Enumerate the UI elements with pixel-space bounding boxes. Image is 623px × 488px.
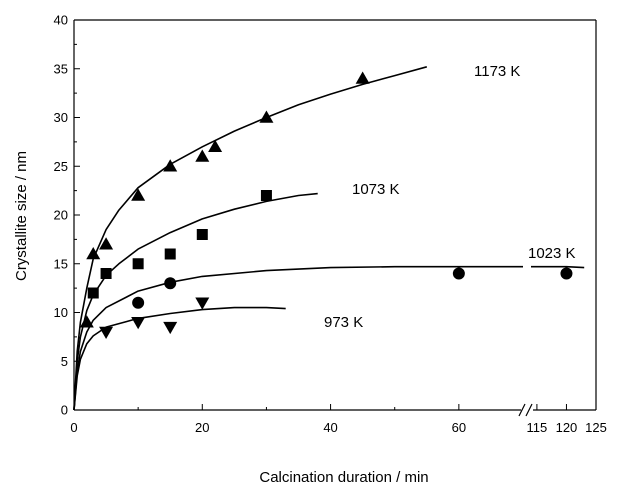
fit-curve-973k: [73, 306, 286, 411]
data-point-1173k: [79, 315, 94, 328]
axis-break-mark: [518, 403, 526, 417]
data-point-1023k: [560, 267, 573, 280]
data-point-1023k: [452, 267, 465, 280]
x-tick-label: 115: [527, 420, 548, 435]
fit-curve-1173k: [73, 66, 428, 411]
series-label-1173k: 1173 K: [474, 63, 520, 80]
series-label-1023k: 1023 K: [528, 245, 576, 262]
y-axis-title: Crystallite size / nm: [13, 151, 30, 281]
y-tick-label: 20: [54, 208, 68, 223]
y-tick-label: 25: [54, 159, 68, 174]
data-point-1173k: [208, 139, 223, 152]
data-point-1073k: [87, 287, 99, 299]
fit-curve-1023k: [73, 265, 523, 411]
y-tick-label: 30: [54, 110, 68, 125]
x-axis-title: Calcination duration / min: [259, 469, 428, 486]
x-tick-label: 125: [585, 420, 607, 435]
data-point-1073k: [132, 258, 144, 270]
data-point-1073k: [164, 248, 176, 260]
plot-frame: [73, 19, 597, 417]
y-tick-label: 0: [61, 403, 68, 418]
fit-curves: [73, 66, 585, 411]
axes: 0 5 10 15 20 25 30 35 40 0 20 40 60 115 120 125: [54, 13, 607, 436]
data-markers: [79, 71, 573, 339]
y-tick-label: 15: [54, 256, 68, 271]
data-point-973k: [99, 326, 114, 339]
x-tick-label: 20: [195, 420, 209, 435]
data-point-1173k: [131, 188, 146, 201]
y-tick-label: 40: [54, 13, 68, 28]
data-point-973k: [131, 317, 146, 330]
data-point-1073k: [260, 190, 272, 201]
data-point-1023k: [132, 296, 145, 309]
data-point-1173k: [259, 110, 274, 123]
data-point-1023k: [164, 277, 177, 290]
x-tick-label: 120: [556, 420, 578, 435]
data-point-1073k: [100, 268, 112, 279]
data-point-1173k: [355, 71, 370, 84]
x-tick-label: 60: [452, 420, 466, 435]
fit-curve-1023k: [531, 265, 585, 269]
axis-break-mark: [525, 403, 533, 417]
y-tick-label: 5: [61, 354, 68, 369]
data-point-1173k: [195, 149, 210, 162]
labels: 1173 K 1073 K 1023 K 973 K: [324, 63, 576, 331]
data-point-1173k: [163, 159, 178, 172]
x-tick-label: 40: [323, 420, 337, 435]
data-point-1173k: [86, 247, 101, 260]
data-point-973k: [163, 321, 178, 335]
y-tick-label: 35: [54, 61, 68, 76]
data-point-1073k: [196, 229, 208, 240]
series-label-973k: 973 K: [324, 314, 363, 331]
y-tick-label: 10: [54, 305, 68, 320]
data-point-1173k: [99, 237, 114, 250]
data-point-973k: [195, 297, 210, 310]
fit-curve-1073k: [73, 192, 318, 411]
series-label-1073k: 1073 K: [352, 181, 400, 198]
x-tick-label: 0: [70, 420, 77, 435]
